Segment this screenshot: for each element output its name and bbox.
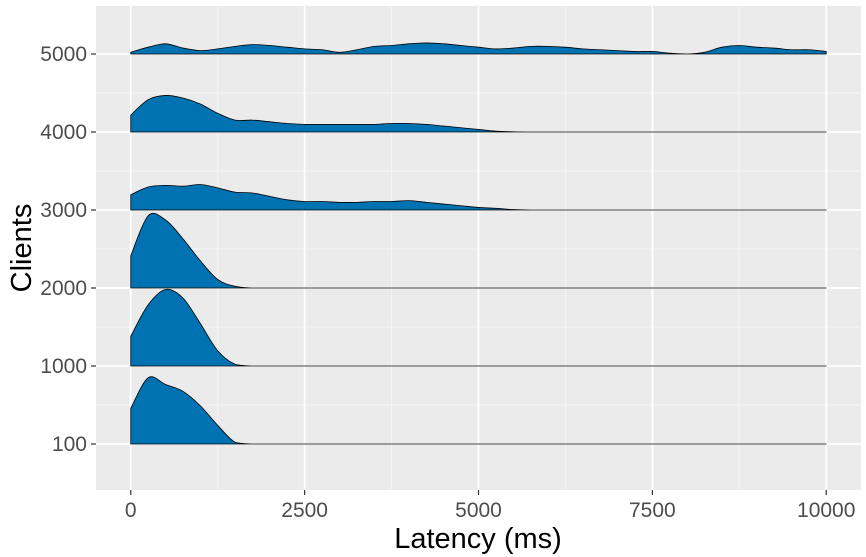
- ridge-1000: [130, 288, 827, 367]
- y-tick-label: 2000: [40, 277, 87, 300]
- y-axis-title: Clients: [6, 204, 38, 293]
- ridge-3000: [130, 184, 827, 211]
- x-tick-label: 2500: [281, 499, 328, 522]
- x-tick-label: 0: [125, 499, 137, 522]
- ridge-100: [130, 376, 827, 445]
- y-tick-label: 3000: [40, 199, 87, 222]
- x-tick-label: 7500: [629, 499, 676, 522]
- ridge-2000: [130, 212, 827, 289]
- ridges: [130, 42, 827, 445]
- ridge-4000: [130, 95, 827, 133]
- y-tick-label: 100: [52, 433, 87, 456]
- y-tick-label: 1000: [40, 355, 87, 378]
- y-tick-label: 5000: [40, 43, 87, 66]
- x-tick-label: 10000: [797, 499, 855, 522]
- y-tick-label: 4000: [40, 121, 87, 144]
- ridge-5000: [130, 42, 827, 55]
- x-axis-title: Latency (ms): [394, 523, 562, 555]
- y-axis: 100 1000 2000 3000 4000 5000: [40, 43, 96, 456]
- x-axis: 0 2500 5000 7500 10000: [125, 490, 855, 522]
- x-tick-label: 5000: [455, 499, 502, 522]
